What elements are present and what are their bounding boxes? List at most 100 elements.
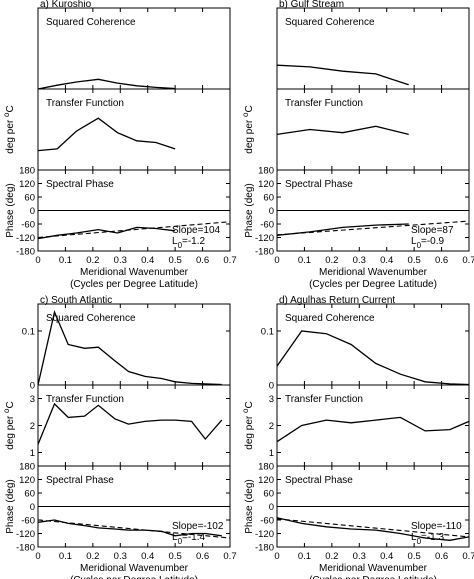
y-tick-label: 60 xyxy=(263,193,274,204)
y-tick-label: 180 xyxy=(258,166,274,177)
y-tick-label: -120 xyxy=(16,529,35,540)
y-tick-label: -60 xyxy=(21,516,35,527)
y-tick-label: 0 xyxy=(269,206,274,217)
x-tick-label: 0.5 xyxy=(169,255,182,266)
x-axis-label: Meridional Wavenumber xyxy=(80,267,189,278)
y-tick-label: -120 xyxy=(255,233,274,244)
y-tick-label: 2 xyxy=(269,421,274,432)
transfer-series-line xyxy=(276,125,409,136)
subplot-label: Spectral Phase xyxy=(46,179,114,190)
x-axis-label: Meridional Wavenumber xyxy=(80,563,189,574)
x-tick-label: 0.6 xyxy=(435,551,448,562)
x-tick-label: 0.1 xyxy=(59,255,72,266)
fit-line xyxy=(37,221,231,239)
x-tick-label: 0 xyxy=(274,255,279,266)
x-tick-label: 0.2 xyxy=(325,551,338,562)
phase-series-line xyxy=(37,226,176,240)
fit-line xyxy=(37,519,231,539)
subplot-label: Spectral Phase xyxy=(285,475,353,486)
y-tick-label: 120 xyxy=(19,179,35,190)
x-axis-label-units: (Cycles per Degree Latitude) xyxy=(70,279,198,290)
y-tick-label: -180 xyxy=(255,247,274,258)
x-tick-label: 0.1 xyxy=(298,551,311,562)
y-axis-label: Phase (deg) xyxy=(5,479,16,533)
y-tick-label: -180 xyxy=(255,543,274,554)
y-tick-label: 120 xyxy=(258,475,274,486)
phase-series-line xyxy=(276,517,470,541)
y-tick-label: 0 xyxy=(30,502,35,513)
x-tick-label: 0.7 xyxy=(223,255,236,266)
x-tick-label: 0.3 xyxy=(353,551,366,562)
y-axis-label: deg per oC xyxy=(2,105,16,153)
x-axis-label-units: (Cycles per Degree Latitude) xyxy=(309,279,437,290)
y-tick-label: -60 xyxy=(21,220,35,231)
transfer-series-line xyxy=(37,402,223,445)
y-tick-label: 3 xyxy=(269,394,274,405)
y-tick-label: 1 xyxy=(269,448,274,459)
subplot-label: Transfer Function xyxy=(46,394,124,405)
subplot-label: Transfer Function xyxy=(46,98,124,109)
l0-annotation: L0=-0.9 xyxy=(411,236,445,250)
y-tick-label: 180 xyxy=(258,462,274,473)
panel-title: d) Agulhas Return Current xyxy=(279,295,395,306)
y-tick-label: 180 xyxy=(19,462,35,473)
y-tick-label: 180 xyxy=(19,166,35,177)
x-axis-label: Meridional Wavenumber xyxy=(319,563,428,574)
coherence-series-line xyxy=(37,78,176,90)
slope-annotation: Slope=87 xyxy=(411,225,454,236)
y-tick-label: 2 xyxy=(30,421,35,432)
y-axis-label: Phase (deg) xyxy=(244,479,255,533)
x-tick-label: 0 xyxy=(35,255,40,266)
coherence-series-line xyxy=(37,309,222,386)
x-tick-label: 0.4 xyxy=(380,551,393,562)
x-tick-label: 0.4 xyxy=(141,255,154,266)
x-tick-label: 0.5 xyxy=(408,551,421,562)
x-axis-label: Meridional Wavenumber xyxy=(319,267,428,278)
y-tick-label: 120 xyxy=(258,179,274,190)
x-tick-label: 0.5 xyxy=(169,551,182,562)
y-tick-label: 0 xyxy=(269,381,274,392)
y-tick-label: 0 xyxy=(30,381,35,392)
y-tick-label: 0.1 xyxy=(22,327,35,338)
coherence-series-line xyxy=(276,64,409,86)
y-tick-label: -180 xyxy=(16,543,35,554)
y-tick-label: -60 xyxy=(260,516,274,527)
x-tick-label: 0.7 xyxy=(223,551,236,562)
transfer-series-line xyxy=(37,117,176,152)
slope-annotation: Slope=104 xyxy=(172,225,221,236)
subplot-label: Transfer Function xyxy=(285,98,363,109)
x-tick-label: 0 xyxy=(35,551,40,562)
coherence-series-line xyxy=(276,330,470,386)
y-tick-label: -120 xyxy=(16,233,35,244)
y-tick-label: 1 xyxy=(30,448,35,459)
x-tick-label: 0.3 xyxy=(114,551,127,562)
panel-title: a) Kuroshio xyxy=(40,0,92,10)
transfer-series-line xyxy=(276,416,470,443)
y-tick-label: 60 xyxy=(24,489,35,500)
x-tick-label: 0.3 xyxy=(353,255,366,266)
x-tick-label: 0.4 xyxy=(380,255,393,266)
x-tick-label: 0.2 xyxy=(86,255,99,266)
x-tick-label: 0.1 xyxy=(298,255,311,266)
subplot-label: Squared Coherence xyxy=(285,17,375,28)
x-tick-label: 0 xyxy=(274,551,279,562)
y-axis-label: Phase (deg) xyxy=(5,183,16,237)
y-axis-label: deg per oC xyxy=(241,401,255,449)
subplot-label: Squared Coherence xyxy=(46,313,136,324)
y-tick-label: 0 xyxy=(269,502,274,513)
y-tick-label: 60 xyxy=(263,489,274,500)
x-tick-label: 0.6 xyxy=(196,551,209,562)
subplot-label: Spectral Phase xyxy=(46,475,114,486)
x-tick-label: 0.2 xyxy=(86,551,99,562)
subplot-label: Transfer Function xyxy=(285,394,363,405)
subplot-label: Squared Coherence xyxy=(285,313,375,324)
x-tick-label: 0.7 xyxy=(462,551,474,562)
y-tick-label: -60 xyxy=(260,220,274,231)
y-tick-label: 0 xyxy=(30,206,35,217)
subplot-label: Squared Coherence xyxy=(46,17,136,28)
fit-line xyxy=(276,518,470,538)
phase-series-line xyxy=(276,223,409,236)
y-tick-label: -120 xyxy=(255,529,274,540)
slope-annotation: Slope=-102 xyxy=(172,521,224,532)
